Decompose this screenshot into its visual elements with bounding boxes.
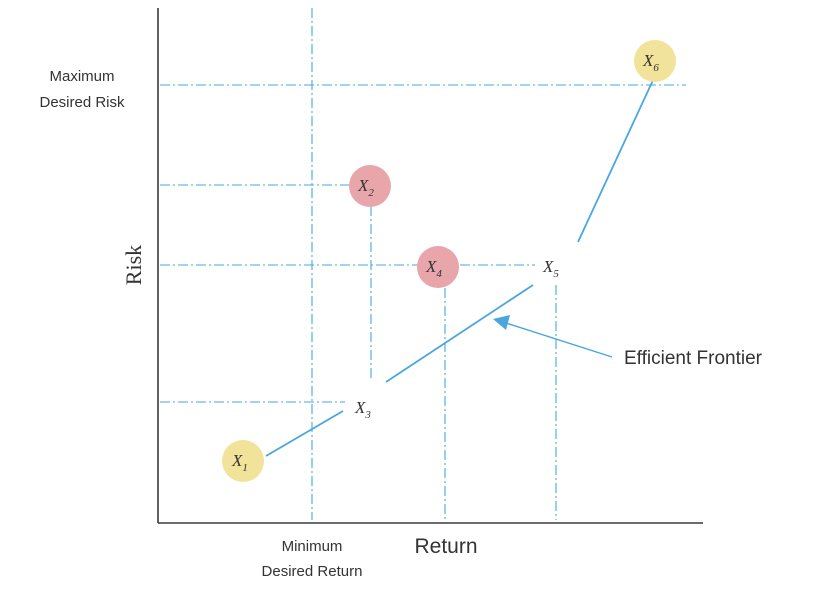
diagram-labels: Risk Return Maximum Desired Risk Minimum… <box>39 68 762 580</box>
point-x1-label: X1 <box>231 451 248 474</box>
frontier-segment-x1-x3 <box>265 410 344 457</box>
guide-lines <box>160 8 686 520</box>
minimum-desired-return-label-line2: Desired Return <box>262 563 363 580</box>
portfolio-points: X1 X2 X3 X4 X5 X6 <box>222 40 676 482</box>
efficient-frontier-label: Efficient Frontier <box>624 348 763 369</box>
y-axis-label: Risk <box>121 245 146 285</box>
point-x1-marker <box>222 440 264 482</box>
maximum-desired-risk-label-line2: Desired Risk <box>39 94 125 111</box>
point-x4-marker <box>417 246 459 288</box>
point-x5-label: X5 <box>542 257 559 280</box>
point-x3-label: X3 <box>354 398 371 421</box>
x-axis-label: Return <box>414 535 477 558</box>
point-x2-marker <box>349 165 391 207</box>
minimum-desired-return-label-line1: Minimum <box>282 538 343 555</box>
frontier-segment-x3-x5 <box>385 284 534 383</box>
arrow-shaft <box>505 322 613 358</box>
point-x2-label: X2 <box>357 176 374 199</box>
maximum-desired-risk-label-line1: Maximum <box>49 68 114 85</box>
point-x6-marker <box>634 40 676 82</box>
efficient-frontier-line <box>265 77 655 457</box>
point-x6-label: X6 <box>642 51 659 74</box>
frontier-pointer-arrow <box>493 315 613 358</box>
axes <box>157 8 703 524</box>
frontier-segment-x5-x6 <box>577 77 655 243</box>
arrow-head <box>493 315 510 330</box>
point-x4-label: X4 <box>425 257 442 280</box>
